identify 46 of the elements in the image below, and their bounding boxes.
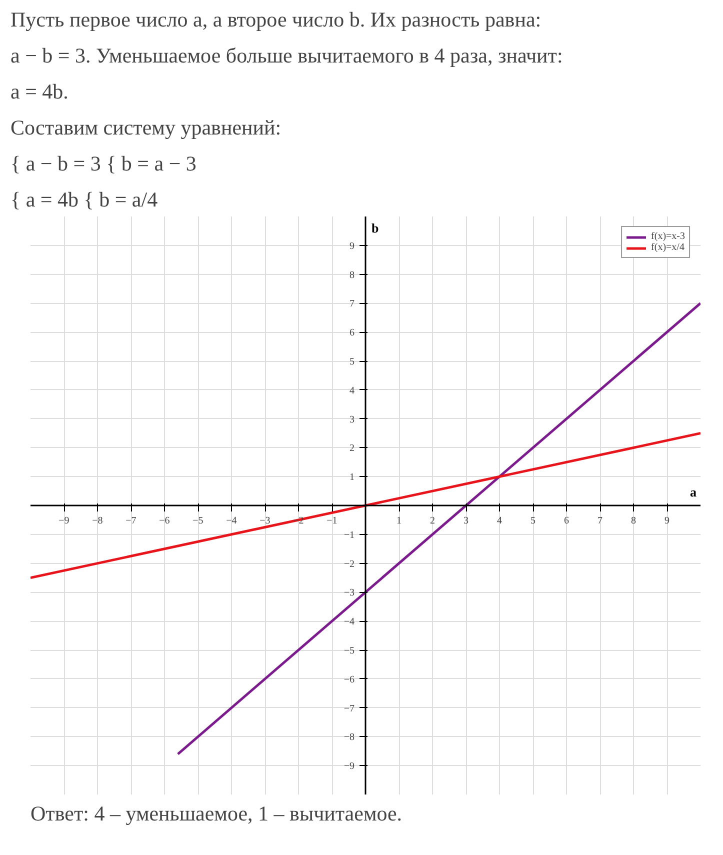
y-tick-label: −8 <box>344 732 354 744</box>
y-tick-label: −3 <box>344 588 354 599</box>
y-tick-label: −2 <box>344 558 354 570</box>
x-tick-label: 3 <box>464 516 468 526</box>
y-tick-label: 9 <box>350 240 354 252</box>
x-tick-label: −8 <box>92 516 103 526</box>
y-tick-label: −1 <box>344 530 354 541</box>
text: { a − b = 3 { b = a − 3 <box>10 152 196 176</box>
y-tick-label: 7 <box>350 298 354 310</box>
text: Составим систему уравнений: <box>10 116 282 140</box>
legend-label: f(x)=x/4 <box>651 242 684 253</box>
y-tick-label: 2 <box>350 443 354 454</box>
y-tick-label: 5 <box>350 356 354 368</box>
text: a − b = 3. Уменьшаемое больше вычитаемого в 4 раза, значит: <box>10 44 563 68</box>
legend-label: f(x)=x-3 <box>651 231 685 242</box>
y-tick-label: 6 <box>350 328 354 339</box>
x-tick-label: −4 <box>226 516 237 526</box>
x-tick-label: −5 <box>192 516 204 526</box>
y-tick-label: 8 <box>350 270 354 281</box>
x-tick-label: 5 <box>530 516 536 526</box>
text: Ответ: 4 – уменьшаемое, 1 – вычитаемое. <box>30 802 402 826</box>
x-tick-label: −1 <box>326 516 338 526</box>
x-tick-label: −9 <box>58 516 70 526</box>
x-tick-label: 6 <box>564 516 569 526</box>
y-tick-label: −4 <box>344 616 354 628</box>
x-tick-label: 4 <box>497 516 502 526</box>
x-tick-label: 8 <box>631 516 636 526</box>
x-tick-label: 7 <box>598 516 602 526</box>
x-tick-label: 2 <box>430 516 435 526</box>
text: { a = 4b { b = a/4 <box>10 188 158 212</box>
x-tick-label: 1 <box>396 516 402 526</box>
y-axis-title: b <box>372 220 379 236</box>
x-tick-label: −7 <box>126 516 136 526</box>
x-tick-label: 9 <box>664 516 670 526</box>
text: Пусть первое число a, а второе число b. Их разность равна: <box>10 8 542 32</box>
y-tick-label: −7 <box>344 703 354 714</box>
y-tick-label: −9 <box>344 761 354 772</box>
x-axis-title: a <box>690 484 697 500</box>
y-tick-label: −6 <box>344 674 354 686</box>
text: a = 4b. <box>10 80 68 104</box>
y-tick-label: −5 <box>344 646 354 656</box>
y-tick-label: 4 <box>350 385 354 396</box>
x-tick-label: −6 <box>159 516 170 526</box>
y-tick-label: 1 <box>350 472 354 484</box>
x-tick-label: −3 <box>260 516 270 526</box>
y-tick-label: 3 <box>350 414 354 426</box>
